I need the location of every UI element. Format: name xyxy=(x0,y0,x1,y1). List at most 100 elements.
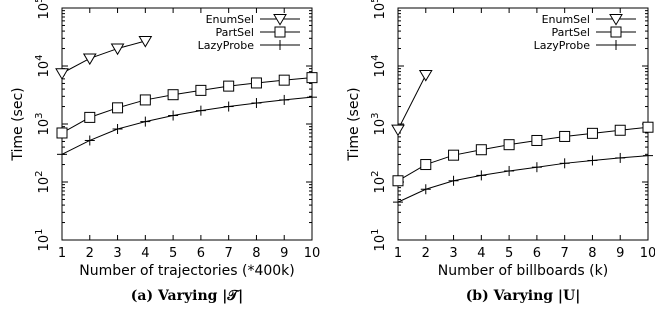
x-tick-label: 6 xyxy=(533,246,541,261)
data-point-partsel xyxy=(139,94,151,106)
data-point-partsel xyxy=(642,121,654,133)
series-partsel xyxy=(56,72,318,139)
chart-caption: (a) Varying |𝒯| xyxy=(131,288,243,304)
y-tick-exp: 4 xyxy=(370,55,381,61)
data-point-partsel xyxy=(420,159,432,171)
data-point-enumsel xyxy=(82,53,97,66)
series-lazyprobe xyxy=(393,150,653,208)
data-point-partsel xyxy=(195,84,207,96)
x-tick-label: 5 xyxy=(505,246,513,261)
y-tick-base: 10 xyxy=(37,61,52,78)
y-tick-base: 10 xyxy=(373,177,388,194)
data-point-partsel xyxy=(223,80,235,92)
x-tick-label: 5 xyxy=(169,246,177,261)
legend-marker xyxy=(273,14,287,26)
chart-panel-b: 12345678910101102103104105Number of bill… xyxy=(346,0,655,304)
legend-entry-enumsel: EnumSel xyxy=(542,13,636,26)
y-tick-text: 102 xyxy=(34,171,52,194)
data-point-lazyprobe xyxy=(223,101,234,112)
data-point-lazyprobe xyxy=(112,123,123,134)
x-tick-label: 4 xyxy=(477,246,485,261)
x-tick-label: 1 xyxy=(58,246,66,261)
chart-panel-a: 12345678910101102103104105Number of traj… xyxy=(10,0,320,304)
y-tick-exp: 1 xyxy=(370,229,381,235)
y-tick-text: 102 xyxy=(370,171,388,194)
legend-entry-lazyprobe: LazyProbe xyxy=(534,39,636,52)
legend-marker xyxy=(275,40,285,50)
series-enumsel xyxy=(55,35,153,80)
x-tick-label: 10 xyxy=(304,246,321,261)
data-point-partsel xyxy=(392,175,404,187)
legend-marker xyxy=(611,40,621,50)
y-tick-exp: 5 xyxy=(34,0,45,3)
data-point-partsel xyxy=(167,89,179,101)
y-tick-exp: 1 xyxy=(34,229,45,235)
data-point-partsel xyxy=(559,130,571,142)
y-tick-text: 103 xyxy=(34,113,52,136)
legend-entry-lazyprobe: LazyProbe xyxy=(198,39,300,52)
data-point-lazyprobe xyxy=(615,152,626,163)
data-point-lazyprobe xyxy=(420,184,431,195)
data-point-lazyprobe xyxy=(168,110,179,121)
data-point-partsel xyxy=(56,127,68,139)
data-point-lazyprobe xyxy=(140,116,151,127)
data-point-lazyprobe xyxy=(559,158,570,169)
data-point-partsel xyxy=(586,127,598,139)
y-tick-label: 102 xyxy=(34,171,52,194)
legend-label: LazyProbe xyxy=(534,39,591,52)
y-tick-base: 10 xyxy=(373,3,388,20)
y-axis-label-group: Time (sec) xyxy=(346,87,362,161)
data-point-partsel xyxy=(306,72,318,84)
x-tick-label: 9 xyxy=(616,246,624,261)
data-point-lazyprobe xyxy=(251,98,262,109)
data-point-enumsel xyxy=(138,35,153,48)
data-point-enumsel xyxy=(391,124,405,137)
data-point-lazyprobe xyxy=(531,162,542,173)
y-tick-exp: 2 xyxy=(34,171,45,177)
x-tick-label: 7 xyxy=(225,246,233,261)
data-point-lazyprobe xyxy=(307,92,317,103)
y-tick-text: 105 xyxy=(370,0,388,19)
legend-label: PartSel xyxy=(215,26,254,39)
y-tick-base: 10 xyxy=(373,119,388,136)
series-line-partsel xyxy=(61,77,313,134)
y-tick-label: 103 xyxy=(370,113,388,136)
data-point-partsel xyxy=(531,134,543,146)
data-point-lazyprobe xyxy=(84,135,95,146)
data-point-lazyprobe xyxy=(57,149,67,160)
data-point-partsel xyxy=(503,139,515,151)
y-tick-label: 104 xyxy=(34,55,52,78)
x-tick-label: 6 xyxy=(197,246,205,261)
y-tick-exp: 3 xyxy=(34,113,45,119)
series-line-lazyprobe xyxy=(61,96,313,155)
x-tick-label: 2 xyxy=(86,246,94,261)
y-tick-exp: 4 xyxy=(34,55,45,61)
data-point-lazyprobe xyxy=(279,94,290,105)
y-tick-text: 105 xyxy=(34,0,52,19)
series-partsel xyxy=(392,121,654,187)
y-tick-base: 10 xyxy=(37,3,52,20)
y-tick-label: 103 xyxy=(34,113,52,136)
y-tick-label: 101 xyxy=(370,229,388,252)
data-point-lazyprobe xyxy=(448,175,459,186)
y-tick-text: 101 xyxy=(34,229,52,252)
legend-marker xyxy=(274,26,286,38)
y-tick-label: 105 xyxy=(370,0,388,19)
x-tick-label: 9 xyxy=(280,246,288,261)
legend-label: PartSel xyxy=(551,26,590,39)
chart-caption: (b) Varying |U| xyxy=(466,288,581,304)
y-tick-base: 10 xyxy=(37,119,52,136)
data-point-partsel xyxy=(475,144,487,156)
x-tick-label: 10 xyxy=(640,246,655,261)
data-point-lazyprobe xyxy=(643,150,653,161)
y-tick-base: 10 xyxy=(37,235,52,252)
y-tick-label: 105 xyxy=(34,0,52,19)
y-axis-label: Time (sec) xyxy=(346,87,362,161)
legend-entry-partsel: PartSel xyxy=(551,26,636,39)
x-axis-label: Number of billboards (k) xyxy=(438,263,608,279)
data-point-partsel xyxy=(614,124,626,136)
y-tick-text: 104 xyxy=(34,55,52,78)
series-line-enumsel xyxy=(397,74,427,130)
y-axis-label: Time (sec) xyxy=(10,87,26,161)
